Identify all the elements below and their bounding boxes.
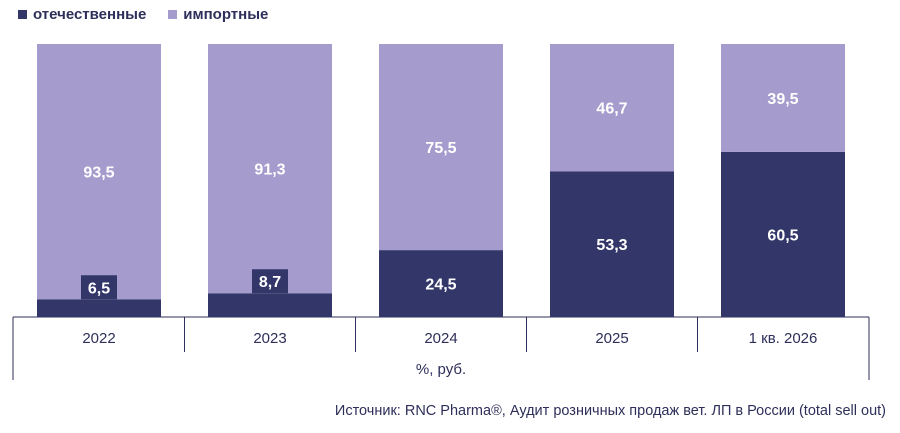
x-axis-label: %, руб. <box>416 361 466 378</box>
legend: отечественные импортные <box>18 6 268 23</box>
data-label-imported: 75,5 <box>425 140 456 157</box>
bar-imported <box>379 44 503 251</box>
x-tick-label: 2025 <box>595 330 628 347</box>
bar-domestic <box>721 151 845 317</box>
legend-item-imported: импортные <box>168 6 268 23</box>
data-label-domestic: 60,5 <box>767 227 798 244</box>
data-label-imported: 93,5 <box>83 165 114 182</box>
data-label-imported: 46,7 <box>596 101 627 118</box>
data-label-domestic: 24,5 <box>425 277 456 294</box>
source-note: Источник: RNC Pharma®, Аудит розничных п… <box>334 403 886 419</box>
bar-imported <box>721 44 845 152</box>
data-label-imported: 39,5 <box>767 91 798 108</box>
x-tick-label: 2024 <box>424 330 457 347</box>
bar-domestic <box>550 171 674 317</box>
bar-imported <box>550 44 674 172</box>
x-tick-label: 2023 <box>253 330 286 347</box>
stacked-bar-chart: 6,5 93,5 2022 8,7 91,3 2023 24,5 75,5 2024 53,3 46… <box>12 44 870 380</box>
bar-domestic <box>208 293 332 317</box>
legend-item-domestic: отечественные <box>18 6 146 23</box>
bar-imported <box>37 44 161 300</box>
legend-swatch-imported <box>168 10 178 19</box>
legend-swatch-domestic <box>18 10 27 19</box>
data-label-box <box>252 269 288 294</box>
legend-label-imported: импортные <box>183 6 269 23</box>
data-label-domestic: 8,7 <box>259 274 281 291</box>
data-label-domestic: 6,5 <box>88 280 110 297</box>
legend-label-domestic: отечественные <box>33 6 147 23</box>
bar-domestic <box>379 250 503 317</box>
x-tick-label: 1 кв. 2026 <box>749 330 818 347</box>
bar-domestic <box>37 299 161 317</box>
bar-imported <box>208 44 332 294</box>
data-label-domestic: 53,3 <box>596 237 627 254</box>
data-label-box <box>81 275 117 300</box>
x-tick-label: 2022 <box>82 330 115 347</box>
data-label-imported: 91,3 <box>254 162 285 179</box>
